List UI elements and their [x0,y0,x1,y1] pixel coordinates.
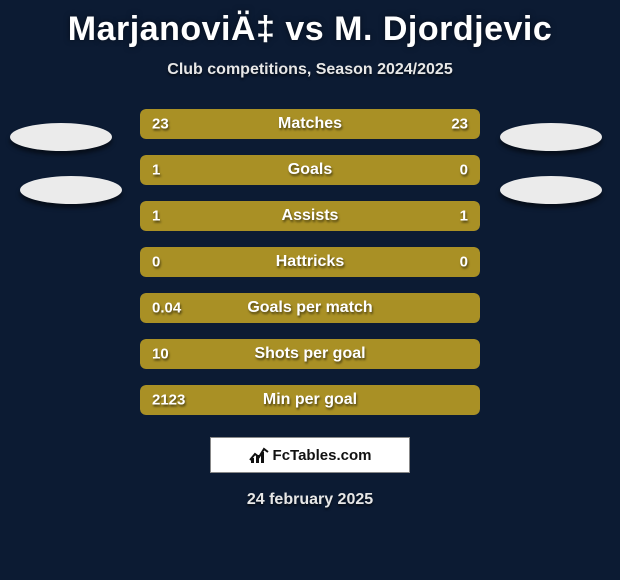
stat-fill-left [140,109,310,139]
subtitle: Club competitions, Season 2024/2025 [0,61,620,79]
stat-row: 11Assists [140,201,480,231]
stat-row: 00Hattricks [140,247,480,277]
page-title: MarjanoviÄ‡ vs M. Djordjevic [0,10,620,49]
stat-fill-left [140,155,405,185]
brand-badge[interactable]: FcTables.com [210,437,410,473]
player-placeholder-oval [500,176,602,204]
comparison-card: MarjanoviÄ‡ vs M. Djordjevic Club compet… [0,0,620,580]
stat-fill-right [310,201,480,231]
brand-text: FcTables.com [273,447,372,464]
stats-area: 2323Matches 10Goals 11Assists 00Hattricks 0.… [0,109,620,415]
stat-row: 10Goals [140,155,480,185]
stat-fill-left [140,293,480,323]
stat-fill-right [310,247,480,277]
stat-fill-left [140,385,480,415]
footer-date: 24 february 2025 [0,491,620,509]
player-placeholder-oval [10,123,112,151]
chart-icon [249,446,269,464]
stat-fill-left [140,339,480,369]
stat-row: 10Shots per goal [140,339,480,369]
stat-fill-left [140,201,310,231]
stat-row: 2323Matches [140,109,480,139]
stat-fill-right [405,155,480,185]
stat-row: 2123Min per goal [140,385,480,415]
player-placeholder-oval [500,123,602,151]
stat-fill-right [310,109,480,139]
player-placeholder-oval [20,176,122,204]
stat-row: 0.04Goals per match [140,293,480,323]
stat-fill-left [140,247,310,277]
